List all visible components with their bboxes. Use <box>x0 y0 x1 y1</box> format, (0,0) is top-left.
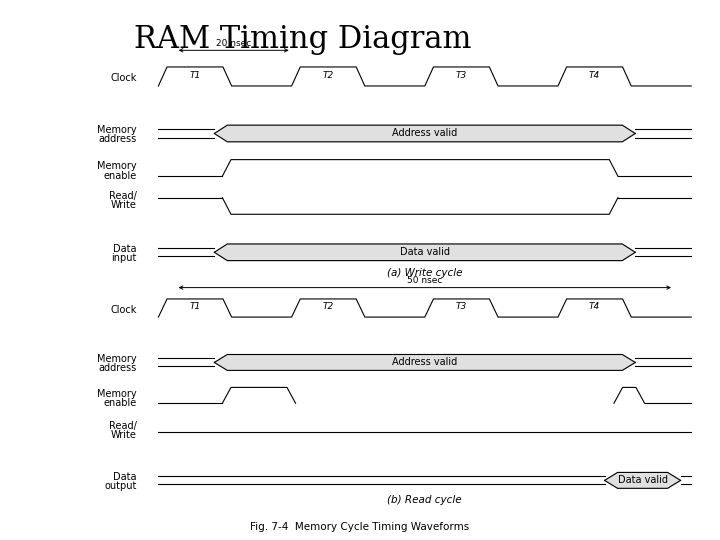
Text: Data valid: Data valid <box>400 247 450 257</box>
Polygon shape <box>215 125 635 142</box>
Text: Data: Data <box>113 244 137 254</box>
Text: address: address <box>99 363 137 373</box>
Polygon shape <box>215 244 635 261</box>
Text: Address valid: Address valid <box>392 357 457 367</box>
Text: T4: T4 <box>589 302 600 312</box>
Polygon shape <box>605 472 680 488</box>
Text: enable: enable <box>104 171 137 180</box>
Text: 20 nsec: 20 nsec <box>216 39 251 48</box>
Text: output: output <box>104 481 137 491</box>
Text: Clock: Clock <box>110 73 137 83</box>
Text: (a) Write cycle: (a) Write cycle <box>387 268 462 279</box>
Text: Write: Write <box>111 200 137 210</box>
Text: Fig. 7-4  Memory Cycle Timing Waveforms: Fig. 7-4 Memory Cycle Timing Waveforms <box>251 522 469 531</box>
Text: T1: T1 <box>189 302 201 312</box>
Text: T2: T2 <box>323 71 334 80</box>
Text: Memory: Memory <box>97 388 137 399</box>
Text: address: address <box>99 134 137 144</box>
Text: Memory: Memory <box>97 161 137 171</box>
Text: T1: T1 <box>189 71 201 80</box>
Text: Data: Data <box>113 472 137 482</box>
Text: Read/: Read/ <box>109 191 137 201</box>
Text: (b) Read cycle: (b) Read cycle <box>387 495 462 505</box>
Text: Clock: Clock <box>110 305 137 315</box>
Text: T4: T4 <box>589 71 600 80</box>
Text: Write: Write <box>111 430 137 440</box>
Text: Memory: Memory <box>97 125 137 135</box>
Text: T2: T2 <box>323 302 334 312</box>
Polygon shape <box>215 354 635 370</box>
Text: Address valid: Address valid <box>392 129 457 138</box>
Text: Memory: Memory <box>97 354 137 364</box>
Text: 50 nsec: 50 nsec <box>407 276 443 285</box>
Text: T3: T3 <box>456 71 467 80</box>
Text: input: input <box>112 253 137 263</box>
Text: T3: T3 <box>456 302 467 312</box>
Text: enable: enable <box>104 397 137 408</box>
Text: RAM Timing Diagram: RAM Timing Diagram <box>134 24 471 55</box>
Text: Data valid: Data valid <box>618 475 667 485</box>
Text: Read/: Read/ <box>109 421 137 431</box>
